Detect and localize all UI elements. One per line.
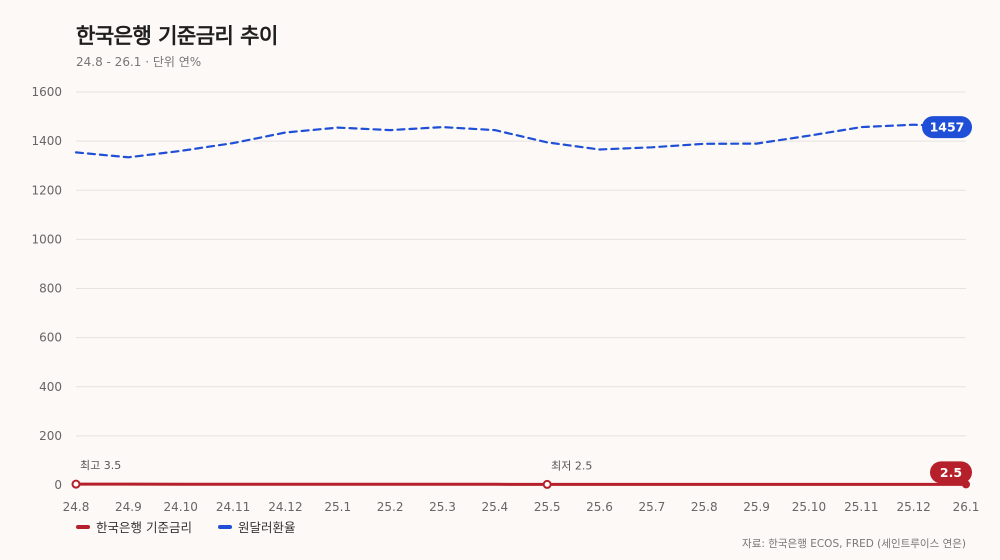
legend-item-rate: 한국은행 기준금리 bbox=[76, 517, 192, 536]
annotation-label: 최저 2.5 bbox=[551, 459, 592, 472]
y-tick-label: 1400 bbox=[31, 134, 62, 148]
y-tick-label: 400 bbox=[39, 380, 62, 394]
end-value-badge bbox=[930, 461, 972, 484]
x-tick-label: 25.8 bbox=[691, 500, 718, 514]
x-tick-label: 25.7 bbox=[639, 500, 666, 514]
legend-swatch-fx bbox=[217, 524, 232, 529]
end-value-badge bbox=[922, 116, 972, 139]
x-tick-label: 24.10 bbox=[164, 500, 198, 514]
x-tick-label: 25.6 bbox=[586, 500, 613, 514]
x-tick-label: 24.11 bbox=[216, 500, 250, 514]
y-tick-label: 1600 bbox=[31, 85, 62, 99]
x-tick-label: 25.2 bbox=[377, 500, 404, 514]
y-tick-label: 0 bbox=[54, 478, 62, 492]
x-tick-label: 24.8 bbox=[63, 500, 90, 514]
chart-subtitle: 24.8 - 26.1 · 단위 연% bbox=[76, 55, 202, 69]
legend-label-rate: 한국은행 기준금리 bbox=[96, 520, 192, 535]
x-tick-label: 25.5 bbox=[534, 500, 561, 514]
legend: 한국은행 기준금리 원달러환율 bbox=[76, 517, 296, 536]
annotation-marker bbox=[71, 479, 81, 489]
x-tick-label: 25.12 bbox=[896, 500, 930, 514]
y-tick-label: 1000 bbox=[31, 232, 62, 246]
x-tick-label: 24.9 bbox=[115, 500, 142, 514]
legend-swatch-rate bbox=[76, 524, 90, 529]
legend-item-fx: 원달러환율 bbox=[217, 517, 296, 536]
y-tick-label: 600 bbox=[39, 331, 62, 345]
x-tick-label: 25.11 bbox=[844, 500, 878, 514]
y-tick-label: 1200 bbox=[31, 183, 62, 197]
x-tick-label: 26.1 bbox=[953, 500, 980, 514]
annotation-marker bbox=[542, 479, 552, 489]
legend-label-fx: 원달러환율 bbox=[237, 520, 296, 535]
chart-title: 한국은행 기준금리 추이 bbox=[76, 24, 278, 48]
x-tick-label: 25.4 bbox=[481, 500, 508, 514]
x-tick-label: 25.9 bbox=[743, 500, 770, 514]
end-value-label: 1457 bbox=[930, 120, 965, 135]
x-tick-label: 24.12 bbox=[268, 500, 302, 514]
y-tick-label: 800 bbox=[39, 282, 62, 296]
x-tick-label: 25.3 bbox=[429, 500, 456, 514]
annotation-label: 최고 3.5 bbox=[80, 459, 121, 472]
y-tick-label: 200 bbox=[39, 429, 62, 443]
x-tick-label: 25.10 bbox=[792, 500, 826, 514]
x-tick-label: 25.1 bbox=[324, 500, 351, 514]
series-line-fx bbox=[74, 123, 968, 159]
end-value-label: 2.5 bbox=[940, 465, 962, 480]
source-note: 자료: 한국은행 ECOS, FRED (세인트루이스 연은) bbox=[742, 538, 966, 550]
